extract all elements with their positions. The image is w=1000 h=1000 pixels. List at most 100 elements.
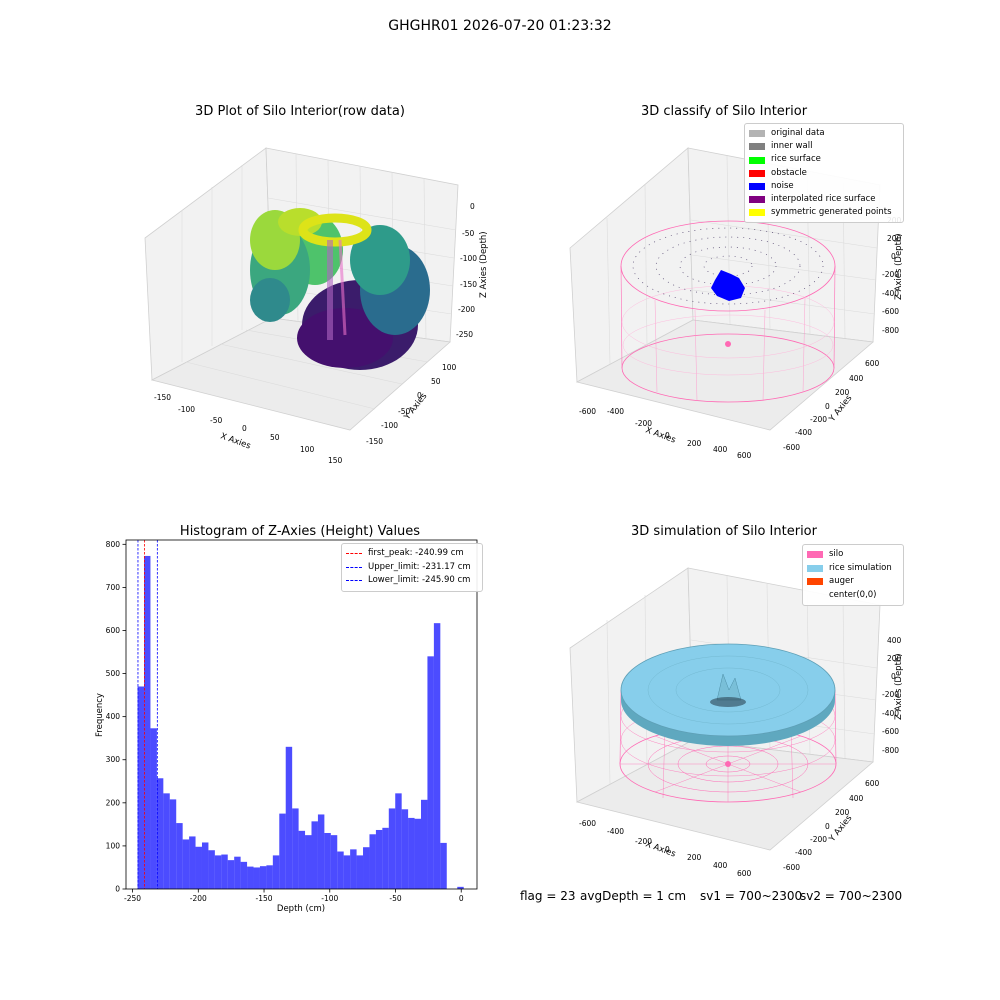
simulation-ytick-label: -200	[810, 835, 827, 844]
avg-depth-text: avgDepth = 1 cm	[580, 889, 687, 903]
raw-ztick-label: -200	[458, 305, 475, 314]
classify-xtick-label: 600	[737, 451, 752, 460]
y-tick-label: 800	[106, 540, 121, 549]
classify-y-axis-label: Y Axies	[827, 393, 855, 425]
histogram-bar	[324, 832, 331, 889]
raw-xtick-label: 50	[270, 433, 280, 442]
x-tick-label: -250	[124, 894, 141, 903]
legend-label: obstacle	[771, 167, 807, 178]
raw-xtick-label: -50	[210, 416, 222, 425]
classify-ztick-label: 0	[891, 252, 896, 261]
histogram-bar	[440, 842, 447, 889]
histogram-y-axis-label: Frequency	[95, 693, 105, 737]
histogram-bar	[388, 808, 396, 889]
histogram-plot-frame	[125, 539, 478, 890]
classify-plot-title: 3D classify of Silo Interior	[640, 104, 808, 119]
classify-ytick-label: 400	[849, 374, 864, 383]
classify-xtick-label: 0	[665, 431, 670, 440]
sv1-text: sv1 = 700~2300	[700, 889, 803, 903]
simulation-xtick-label: 400	[713, 861, 728, 870]
raw-point-cloud	[250, 208, 430, 370]
histogram-bar	[401, 809, 409, 889]
histogram-y-ticks: 0 100 200 300 400 500 600 700 800	[106, 540, 126, 894]
legend-label: Upper_limit: -231.17 cm	[368, 561, 471, 572]
histogram-bar	[144, 555, 151, 889]
classify-xtick-label: -200	[635, 419, 652, 428]
histogram-bar	[382, 827, 389, 889]
raw-ytick-label: 100	[442, 363, 457, 372]
legend-label: interpolated rice surface	[771, 194, 876, 205]
simulation-legend: silo rice simulation auger center(0,0)	[802, 544, 904, 606]
legend-entry: original data	[749, 127, 899, 140]
histogram-bar	[375, 829, 383, 889]
simulation-ztick-label: -800	[882, 746, 899, 755]
histogram-bar	[363, 847, 370, 889]
simulation-ztick-label: 400	[887, 636, 902, 645]
legend-color-swatch	[749, 156, 765, 164]
simulation-ztick-label: -600	[882, 727, 899, 736]
raw-ytick-label: -100	[381, 421, 398, 430]
simulation-z-axis-label: Z Axies (Depth)	[894, 653, 904, 720]
figure-title: GHGHR01 2026-07-20 01:23:32	[388, 18, 612, 34]
simulation-xtick-label: -200	[635, 837, 652, 846]
simulation-xtick-label: 0	[665, 845, 670, 854]
raw-z-axis-label: Z Axies (Depth)	[479, 231, 489, 298]
histogram-title: Histogram of Z-Axies (Height) Values	[179, 524, 421, 539]
raw-ytick-label: 0	[417, 391, 422, 400]
flag-text: flag = 23	[520, 889, 576, 903]
legend-color-swatch	[807, 564, 823, 572]
simulation-ytick-label: 0	[825, 822, 830, 831]
classify-ytick-label: 600	[865, 359, 880, 368]
legend-entry: inner wall	[749, 140, 899, 153]
histogram-bars	[137, 555, 464, 889]
histogram-bar	[221, 854, 228, 889]
histogram-bar	[176, 823, 183, 889]
raw-xtick-label: -100	[178, 405, 195, 414]
classify-x-axis-label: X Axies	[644, 425, 677, 445]
raw-3d-plot: -150 -100 -50 0 50 100 150 100 50 0 -50 …	[144, 147, 489, 465]
legend-color-swatch	[749, 130, 765, 138]
simulation-xtick-label: -600	[579, 819, 596, 828]
histogram-bar	[395, 793, 402, 889]
classify-legend: original data inner wall rice surface obsta…	[744, 123, 904, 224]
histogram-bar	[214, 855, 222, 889]
raw-ytick-label: 50	[431, 377, 441, 386]
histogram-bar	[169, 799, 177, 889]
classify-xtick-label: 200	[687, 439, 702, 448]
histogram-bar	[234, 856, 241, 889]
simulation-ytick-label: -400	[795, 848, 812, 857]
histogram-bar	[317, 814, 325, 889]
histogram-bar	[311, 821, 318, 889]
histogram-bar	[266, 865, 273, 889]
classify-ytick-label: 0	[825, 402, 830, 411]
histogram-bar	[227, 860, 235, 889]
raw-ytick-label: -50	[398, 407, 410, 416]
histogram-bar	[350, 849, 357, 889]
histogram-bar	[259, 866, 267, 889]
legend-entry: center(0,0)	[807, 589, 899, 603]
classify-z-axis-label: Z Axies (Depth)	[894, 233, 904, 300]
legend-label: Lower_limit: -245.90 cm	[368, 575, 471, 585]
histogram-bar	[156, 778, 164, 889]
x-tick-label: -100	[321, 894, 338, 903]
histogram-bar	[150, 728, 157, 889]
simulation-center-marker	[725, 761, 731, 767]
classify-ytick-label: -600	[783, 443, 800, 452]
raw-plot-title: 3D Plot of Silo Interior(row data)	[195, 104, 405, 119]
simulation-plot-title: 3D simulation of Silo Interior	[631, 524, 817, 539]
histogram-bar	[247, 866, 254, 889]
legend-color-swatch	[749, 169, 765, 177]
classify-ztick-label: -600	[882, 307, 899, 316]
histogram-x-axis-label: Depth (cm)	[277, 904, 325, 914]
histogram-bar	[137, 686, 145, 889]
classify-xtick-label: -400	[607, 407, 624, 416]
histogram-bar	[195, 846, 202, 889]
simulation-ytick-label: 200	[835, 808, 850, 817]
simulation-ztick-label: -200	[882, 690, 899, 699]
legend-entry: noise	[749, 180, 899, 193]
simulation-xtick-label: 600	[737, 869, 752, 878]
legend-entry: interpolated rice surface	[749, 193, 899, 206]
simulation-y-axis-label: Y Axies	[827, 813, 855, 845]
classify-ztick-label: -200	[882, 270, 899, 279]
classify-silo-wireframe	[620, 220, 836, 403]
